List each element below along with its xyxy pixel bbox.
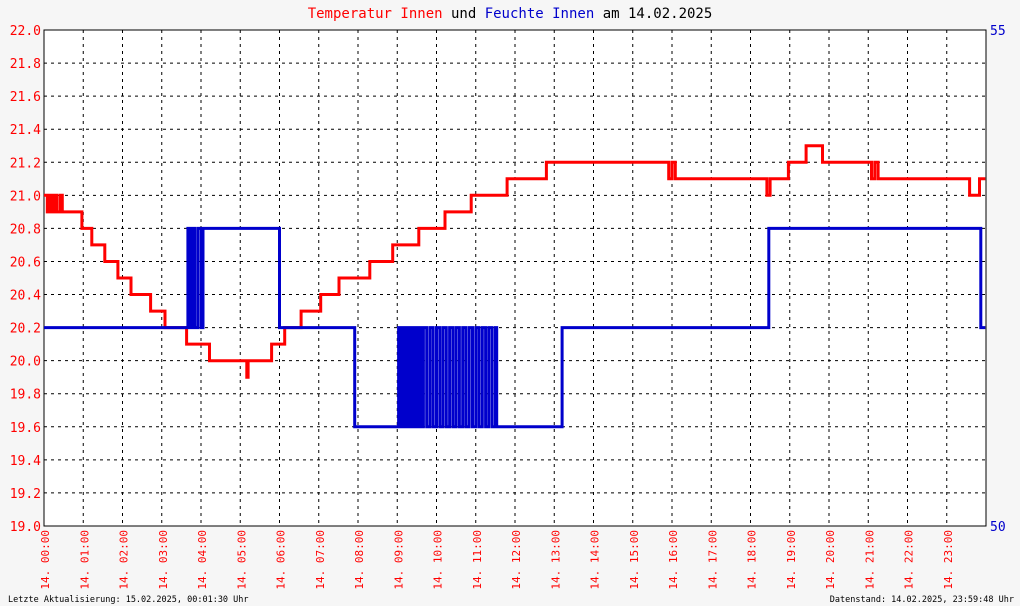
title-connector: und	[443, 6, 485, 22]
y-left-tick-label: 20.2	[10, 322, 41, 337]
y-left-tick-label: 20.6	[10, 255, 41, 270]
y-right-tick-label: 55	[990, 24, 1006, 39]
x-tick-label: 14. 08:00	[353, 530, 366, 590]
x-axis: 14. 00:00 14. 01:00 14. 02:00 14. 03:00 14. …	[39, 530, 955, 590]
title-humidity: Feuchte Innen	[485, 6, 595, 22]
x-tick-label: 14. 05:00	[235, 530, 248, 590]
x-tick-label: 14. 16:00	[667, 530, 680, 590]
footer-left: Letzte Aktualisierung: 15.02.2025, 00:01…	[8, 595, 249, 605]
x-tick-label: 14. 04:00	[196, 530, 209, 590]
x-tick-label: 14. 18:00	[746, 530, 759, 590]
series-line-humidity	[44, 226, 986, 429]
y-left-tick-label: 19.0	[10, 520, 41, 535]
y-left-tick-label: 19.4	[10, 454, 41, 469]
x-tick-label: 14. 19:00	[785, 530, 798, 590]
x-tick-label: 14. 21:00	[863, 530, 876, 590]
y-left-tick-label: 20.4	[10, 289, 41, 304]
x-tick-label: 14. 23:00	[942, 530, 955, 590]
x-tick-label: 14. 02:00	[118, 530, 131, 590]
series-layer	[44, 144, 986, 429]
series-line-temperature	[44, 144, 986, 379]
x-tick-label: 14. 12:00	[510, 530, 523, 590]
title-date: am 14.02.2025	[594, 6, 712, 22]
x-tick-label: 14. 11:00	[471, 530, 484, 590]
y-left-tick-label: 22.0	[10, 24, 41, 39]
x-tick-label: 14. 13:00	[549, 530, 562, 590]
y-right-tick-label: 50	[990, 520, 1006, 535]
x-tick-label: 14. 06:00	[275, 530, 288, 590]
x-tick-label: 14. 20:00	[824, 530, 837, 590]
y-left-tick-label: 21.6	[10, 90, 41, 105]
x-tick-label: 14. 01:00	[78, 530, 91, 590]
y-left-tick-label: 20.8	[10, 222, 41, 237]
x-tick-label: 14. 00:00	[39, 530, 52, 590]
y-left-tick-label: 21.2	[10, 156, 41, 171]
x-tick-label: 14. 22:00	[903, 530, 916, 590]
y-left-tick-label: 19.6	[10, 421, 41, 436]
title-temperature: Temperatur Innen	[308, 6, 443, 22]
x-tick-label: 14. 17:00	[706, 530, 719, 590]
y-left-tick-label: 21.0	[10, 189, 41, 204]
chart-title: Temperatur Innen und Feuchte Innen am 14…	[308, 6, 713, 22]
x-tick-label: 14. 10:00	[432, 530, 445, 590]
x-tick-label: 14. 07:00	[314, 530, 327, 590]
y-axis-left: 19.0 19.2 19.4 19.6 19.8 20.0 20.2 20.4 20.6 20.8…	[10, 24, 41, 535]
x-tick-label: 14. 03:00	[157, 530, 170, 590]
y-left-tick-label: 19.2	[10, 487, 41, 502]
x-tick-label: 14. 14:00	[589, 530, 602, 590]
y-left-tick-label: 19.8	[10, 388, 41, 403]
y-axis-right: 50 55	[990, 24, 1006, 535]
footer-right: Datenstand: 14.02.2025, 23:59:48 Uhr	[830, 595, 1014, 605]
y-left-tick-label: 20.0	[10, 355, 41, 370]
x-tick-label: 14. 15:00	[628, 530, 641, 590]
x-tick-label: 14. 09:00	[392, 530, 405, 590]
y-left-tick-label: 21.8	[10, 57, 41, 72]
y-left-tick-label: 21.4	[10, 123, 41, 138]
